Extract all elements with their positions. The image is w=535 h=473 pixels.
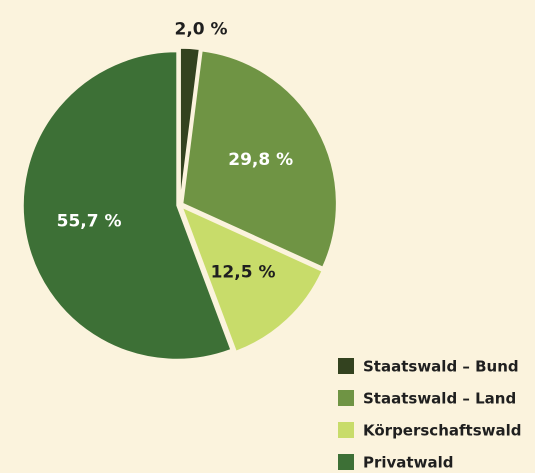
legend-label: Staatswald – Land [363,390,516,408]
data-label: 2,0 % [175,19,228,39]
data-label: 55,7 % [57,211,122,231]
pie-slice [179,47,201,203]
pie-slice [181,49,338,269]
data-label: 29,8 % [228,150,293,170]
legend-label: Privatwald [363,454,453,472]
legend-swatch [338,454,354,470]
pie-slice [180,205,324,353]
legend-swatch [338,422,354,438]
legend-swatch [338,390,354,406]
pie-slice [22,50,232,361]
legend-swatch [338,358,354,374]
legend-label: Staatswald – Bund [363,358,519,376]
legend-label: Körperschaftswald [363,422,521,440]
data-label: 12,5 % [211,263,276,283]
